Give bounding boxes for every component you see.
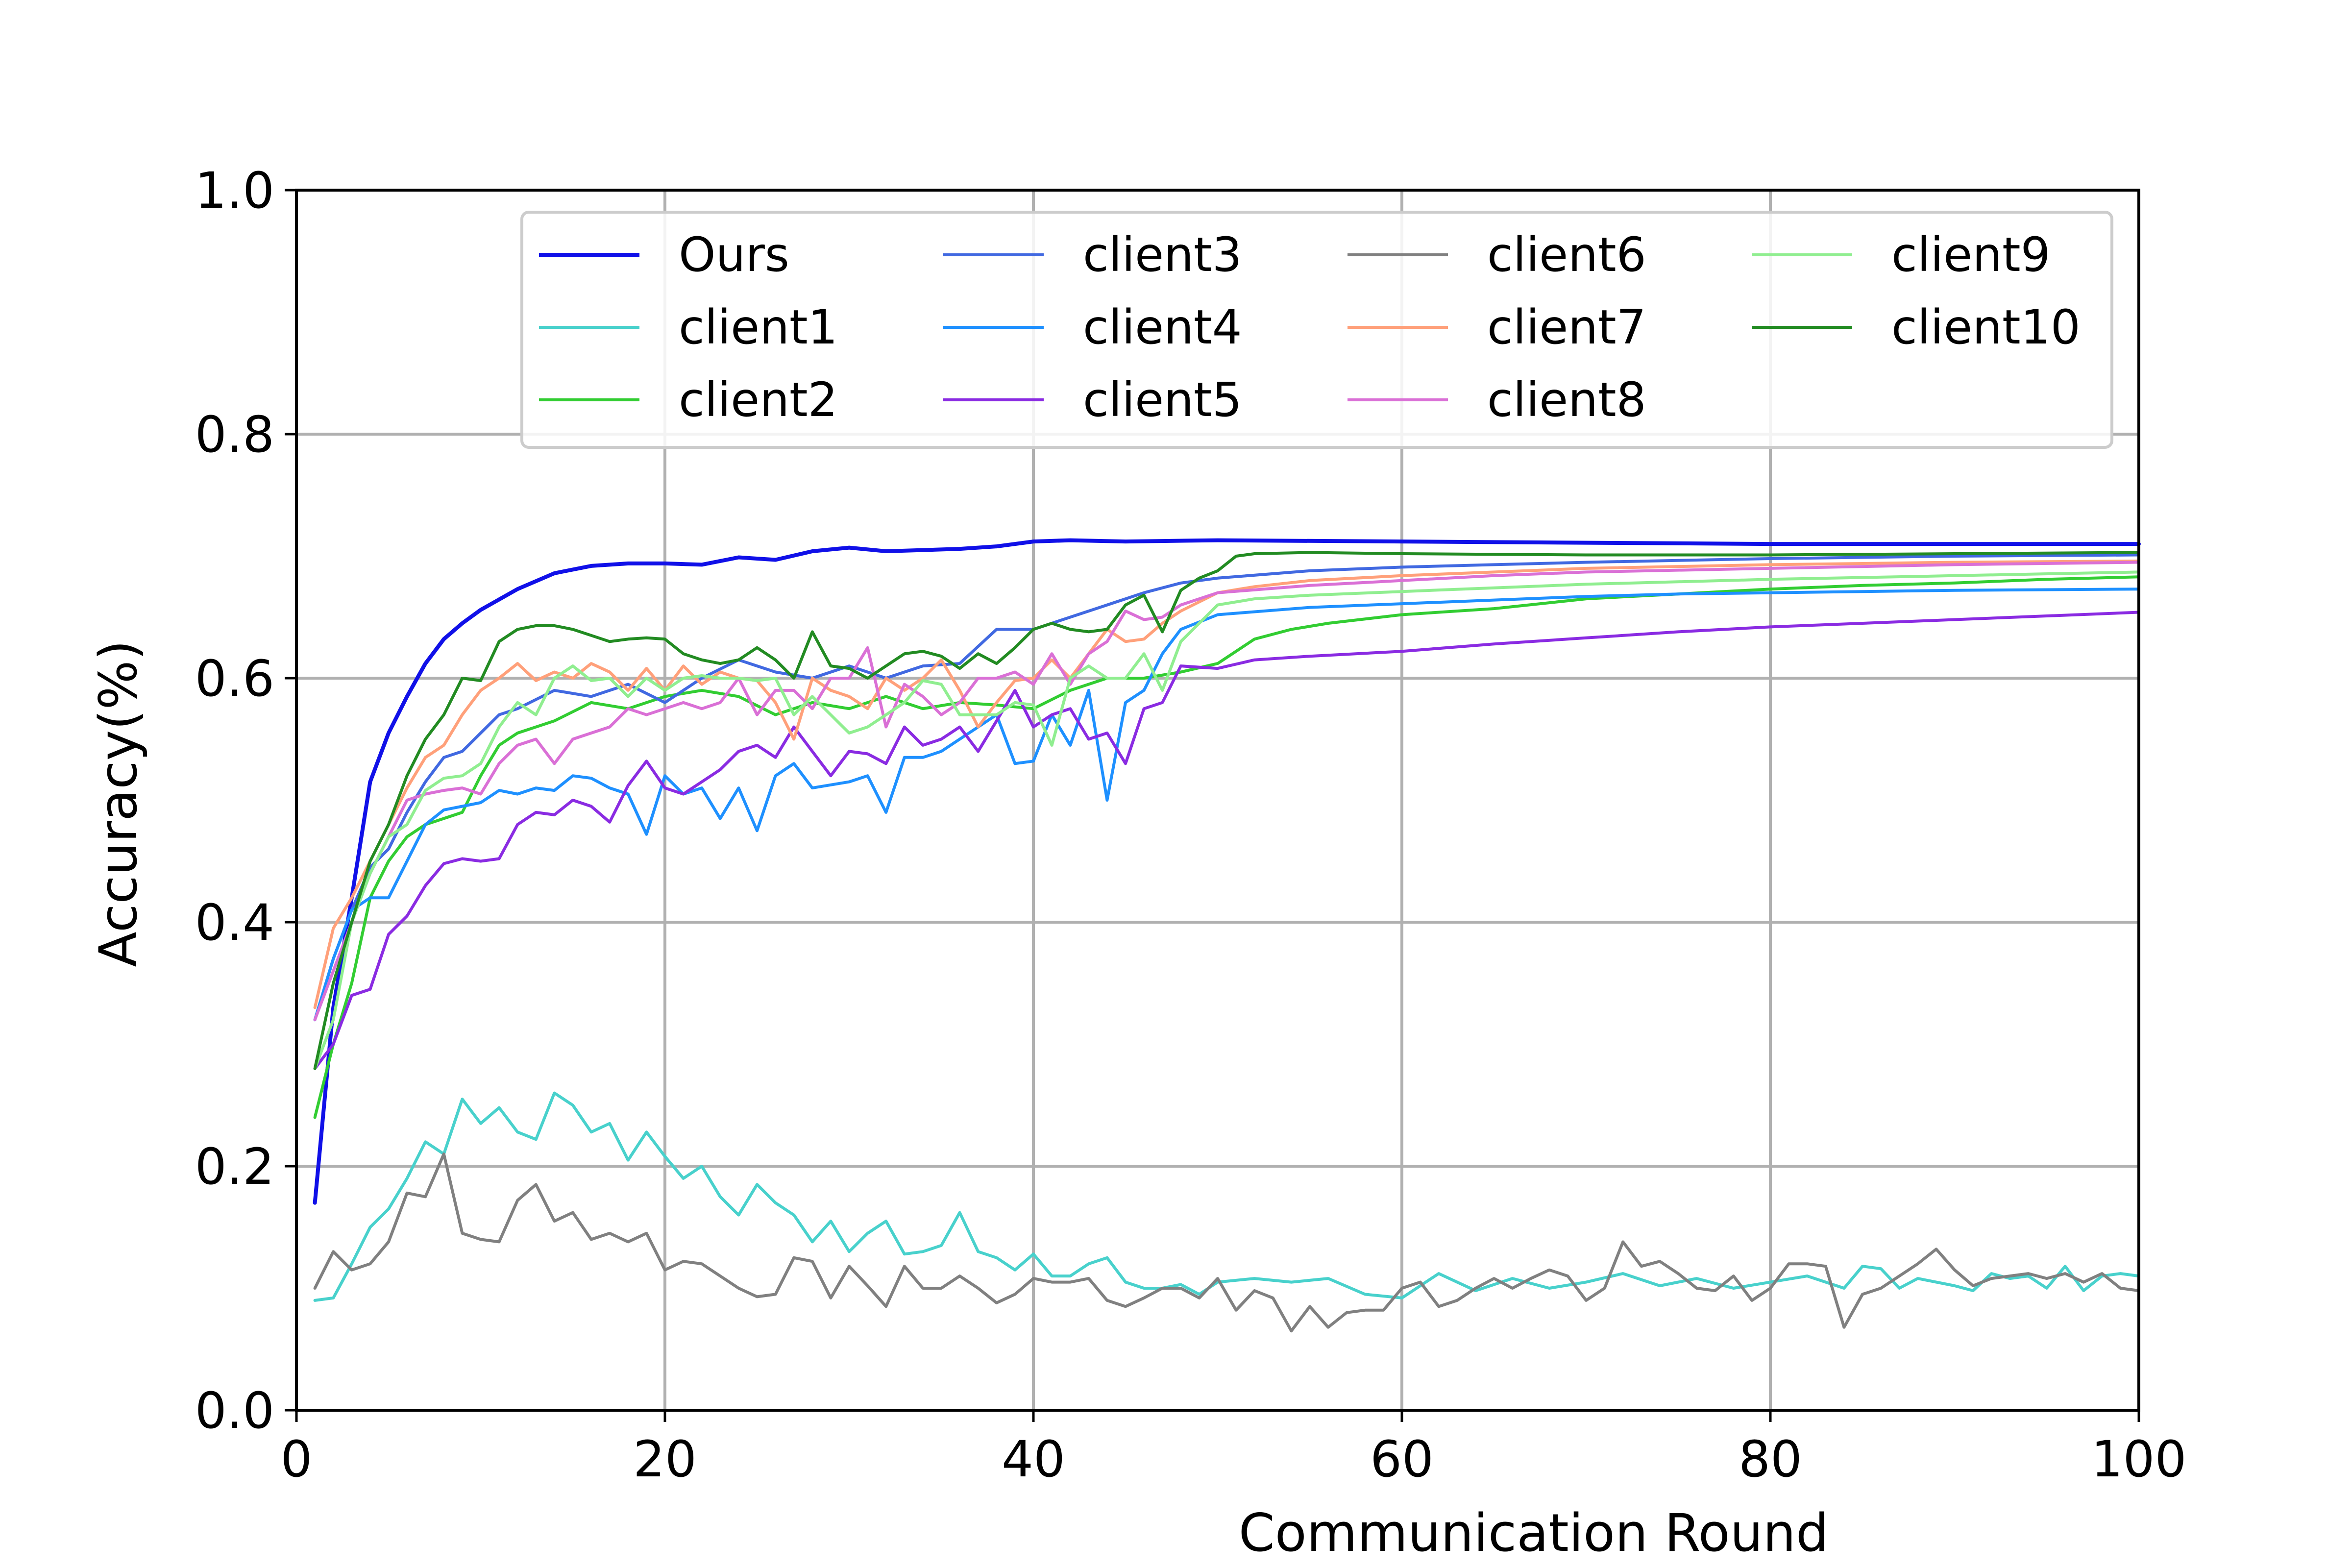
y-tick-label: 0.2 (195, 1138, 274, 1196)
series-line-client5 (313, 611, 2140, 1070)
axes: 0 20 40 60 80 100 0.0 0.2 0.4 0.6 0.8 1.0 (195, 162, 2187, 1489)
y-tick-label: 1.0 (195, 162, 274, 220)
legend-label-client9: client9 (1891, 227, 2051, 282)
series-lines (313, 538, 2141, 1333)
x-tick-label: 80 (1739, 1430, 1802, 1489)
x-axis-label: Communication Round (1239, 1503, 1829, 1563)
series-line-client4 (313, 588, 2140, 1022)
legend-label-client3: client3 (1083, 227, 1242, 282)
series-line-client8 (313, 561, 2140, 1022)
y-tick-label: 0.8 (195, 406, 274, 464)
y-tick-label: 0.4 (195, 894, 274, 952)
series-line-Ours (313, 538, 2141, 1205)
y-axis-label: Accuracy(%) (88, 640, 148, 967)
plot-frame (295, 189, 2140, 1412)
series-line-client10 (313, 551, 2140, 1070)
x-tick-label: 20 (633, 1430, 697, 1489)
series-line-client3 (313, 553, 2140, 1022)
x-tick-label: 100 (2091, 1430, 2187, 1489)
series-line-client7 (313, 560, 2140, 1009)
legend-label-Ours: Ours (679, 227, 789, 282)
legend-label-client5: client5 (1083, 372, 1242, 427)
legend-label-client1: client1 (679, 300, 838, 355)
x-tick-label: 0 (281, 1430, 313, 1489)
legend-label-client2: client2 (679, 372, 838, 427)
y-tick-label: 0.6 (195, 650, 274, 708)
series-line-client2 (313, 575, 2140, 1119)
legend-label-client10: client10 (1891, 300, 2081, 355)
legend: Ours client1 client2 client3 client4 client5 c… (520, 211, 2113, 449)
y-tick-label: 0.0 (195, 1382, 274, 1440)
x-tick-label: 60 (1370, 1430, 1434, 1489)
series-line-client9 (313, 570, 2140, 1070)
legend-label-client4: client4 (1083, 300, 1242, 355)
legend-label-client8: client8 (1487, 372, 1646, 427)
legend-label-client7: client7 (1487, 300, 1646, 355)
legend-box (520, 211, 2113, 449)
legend-label-client6: client6 (1487, 227, 1646, 282)
x-tick-label: 40 (1002, 1430, 1065, 1489)
series-line-client1 (313, 1091, 2140, 1302)
series-line-client6 (313, 1152, 2140, 1333)
